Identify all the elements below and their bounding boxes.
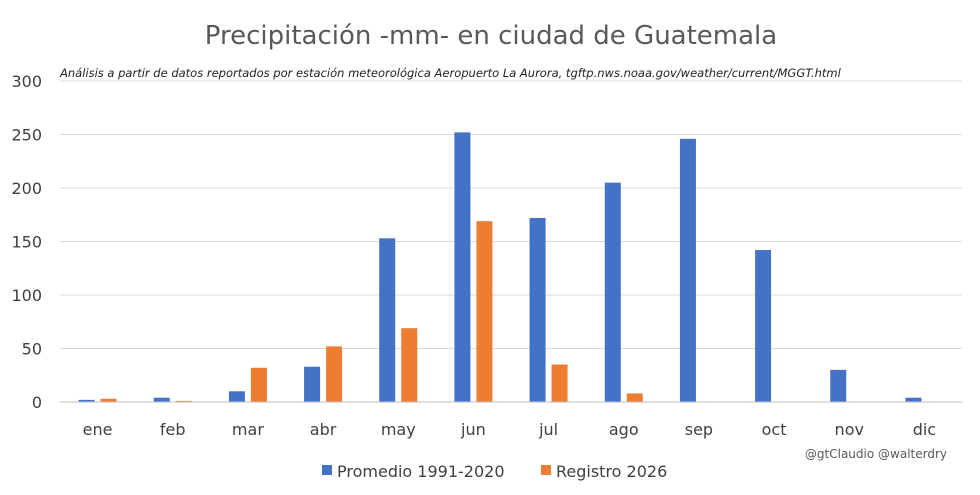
bar-promedio-ago [604,182,621,402]
x-tick-label: ene [83,420,113,439]
gridlines [60,80,962,349]
y-tick-label: 50 [22,340,42,359]
bar-promedio-oct [755,250,772,402]
bar-promedio-dic [905,397,922,402]
y-tick-label: 150 [11,233,42,252]
x-tick-label: may [381,420,416,439]
bar-registro-ago [626,393,643,402]
x-tick-label: jun [460,420,486,439]
x-axis-ticks: ene feb mar abr may jun jul ago sep oct nov dic [83,420,936,439]
bar-registro-ene [100,398,117,402]
x-tick-label: ago [609,420,639,439]
bar-promedio-jun [454,132,471,403]
legend-swatch [541,465,551,475]
legend: Promedio 1991-2020 Registro 2026 [322,462,667,481]
bar-promedio-ene [78,399,95,402]
chart-title: Precipitación -mm- en ciudad de Guatemal… [205,21,777,51]
bar-registro-feb [175,400,192,402]
legend-label: Registro 2026 [556,462,667,481]
y-axis-ticks: 0 50 100 150 200 250 300 [11,72,42,412]
x-tick-label: abr [310,420,337,439]
bar-promedio-may [379,238,396,402]
bar-promedio-abr [304,366,321,402]
y-tick-label: 250 [11,126,42,145]
bar-promedio-nov [830,369,847,402]
x-tick-label: nov [835,420,864,439]
x-tick-label: jul [538,420,558,439]
bar-registro-mar [250,367,267,402]
bar-registro-may [401,328,418,402]
y-tick-label: 100 [11,286,42,305]
bar-promedio-jul [529,217,546,402]
y-tick-label: 200 [11,179,42,198]
bars [78,132,922,403]
x-tick-label: dic [913,420,936,439]
y-tick-label: 300 [11,72,42,91]
bar-registro-jun [476,221,493,402]
x-tick-label: mar [232,420,264,439]
y-tick-label: 0 [32,393,42,412]
credit-text: @gtClaudio @walterdry [805,447,947,461]
legend-swatch [322,465,332,475]
x-tick-label: feb [160,420,186,439]
x-tick-label: sep [685,420,713,439]
x-tick-label: oct [762,420,787,439]
chart-subtitle: Análisis a partir de datos reportados po… [59,66,842,80]
bar-promedio-mar [228,391,245,402]
legend-label: Promedio 1991-2020 [337,462,505,481]
bar-registro-jul [551,364,568,402]
bar-promedio-sep [679,138,696,402]
bar-promedio-feb [153,397,170,402]
bar-registro-abr [326,346,343,402]
